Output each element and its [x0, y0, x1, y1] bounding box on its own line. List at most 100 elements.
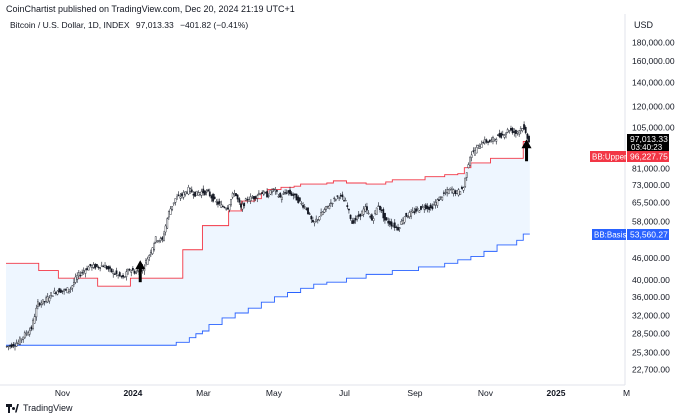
symbol-name[interactable]: Bitcoin / U.S. Dollar, 1D, INDEX [10, 20, 130, 30]
x-tick-label: 2025 [547, 388, 566, 398]
candle-body [112, 271, 115, 275]
candle [104, 262, 106, 268]
candle-body [318, 216, 321, 221]
candle [300, 201, 303, 206]
candle [238, 197, 241, 205]
candle [203, 190, 206, 196]
candle-body [251, 197, 254, 199]
y-tick-label: 105,000.00 [632, 123, 675, 133]
candle-body [420, 206, 422, 210]
candle-body [469, 156, 471, 166]
candle-body [102, 265, 105, 268]
candle [23, 330, 26, 339]
candle-body [393, 222, 396, 228]
candle-body [35, 307, 38, 318]
candle [490, 137, 493, 143]
candle-body [408, 212, 411, 218]
candle [7, 345, 10, 351]
candle [303, 204, 306, 210]
candle [487, 141, 489, 146]
candle [243, 202, 246, 209]
candle [362, 206, 365, 218]
candle [10, 342, 13, 349]
candle-body [261, 192, 264, 194]
candle [43, 300, 46, 306]
candle [510, 125, 512, 132]
candle-body [338, 197, 341, 199]
candle [428, 205, 431, 213]
candle [295, 193, 298, 201]
candle [305, 207, 308, 211]
candle [307, 207, 309, 215]
candle [221, 204, 224, 208]
candle-body [187, 187, 190, 195]
candle [276, 189, 278, 195]
candle-body [58, 288, 61, 293]
candle-body [500, 132, 503, 138]
candle-body [344, 200, 347, 202]
candle-body [84, 269, 87, 274]
candle-body [182, 192, 185, 198]
candle-body [38, 303, 41, 306]
candle [348, 208, 350, 214]
candle-body [97, 266, 100, 269]
candle [523, 121, 525, 131]
candle [321, 211, 324, 216]
candle-body [45, 297, 48, 302]
y-tick-label: 28,500.00 [632, 329, 670, 339]
candle [478, 143, 481, 149]
candle [511, 126, 514, 135]
candle-body [192, 193, 195, 196]
candle [315, 215, 318, 223]
candle [110, 268, 113, 273]
footer-brand[interactable]: TradingView [6, 403, 73, 413]
candle-body [267, 195, 270, 197]
candle [366, 202, 368, 214]
up-arrow-icon [135, 260, 146, 283]
candle-body [503, 135, 506, 138]
candle [367, 210, 370, 215]
candle [405, 212, 408, 218]
candle-body [244, 198, 247, 201]
candle [454, 189, 457, 197]
currency-label[interactable]: USD [634, 20, 654, 30]
price-change: −401.82 (−0.41%) [180, 20, 249, 30]
candle-body [528, 136, 530, 143]
x-tick-label: Nov [478, 388, 494, 398]
candle-body [495, 139, 498, 142]
candle-body [266, 191, 268, 198]
candle-body [490, 139, 493, 141]
candle [143, 264, 146, 275]
candle-body [377, 205, 380, 207]
candle [308, 211, 311, 215]
candle [416, 206, 419, 212]
candle [156, 240, 159, 243]
candle [446, 186, 449, 197]
candle [92, 262, 95, 269]
bb-basis-value: 53,560.27 [630, 230, 668, 240]
candle [382, 207, 385, 222]
y-tick-label: 32,000.00 [632, 310, 670, 320]
candle [163, 230, 165, 242]
candle-body [107, 266, 110, 270]
candle-body [356, 215, 359, 220]
candle-body [63, 289, 66, 292]
candle-body [233, 193, 236, 195]
candle-body [510, 127, 512, 131]
axes-group: 180,000.00 160,000.00 140,000.00 120,000.00… [0, 14, 675, 398]
candle-body [280, 196, 283, 201]
candle [513, 128, 516, 137]
candle [384, 212, 386, 224]
annotations-group [135, 139, 532, 283]
candle-body [161, 237, 164, 240]
y-tick-label: 160,000.00 [632, 56, 675, 66]
bb-upper-value: 96,227.75 [630, 152, 668, 162]
candle-body [131, 268, 134, 271]
candle [33, 313, 36, 324]
price-tags-group: 97,013.33 03:40:23 BB:Upper 96,227.75 BB… [590, 134, 669, 240]
candle [349, 214, 352, 221]
candle [408, 210, 411, 219]
candle [402, 217, 404, 225]
candle [505, 131, 507, 139]
